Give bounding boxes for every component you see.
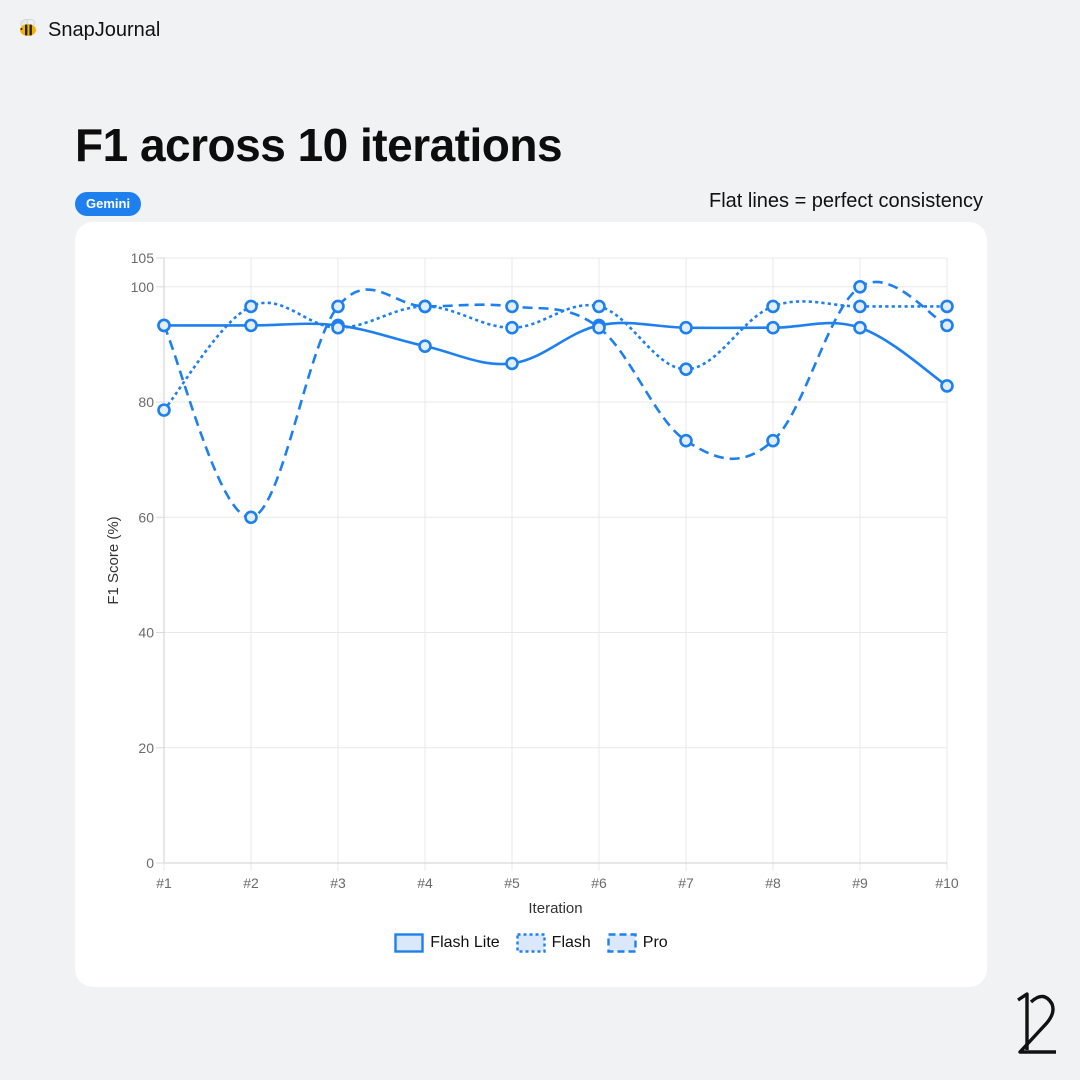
legend-label: Flash Lite — [430, 934, 500, 951]
data-point-flash — [505, 320, 519, 335]
y-tick-label: 80 — [138, 394, 154, 410]
x-tick-label: #6 — [591, 875, 607, 891]
x-axis-title: Iteration — [528, 900, 582, 917]
data-point-flash-lite — [418, 339, 432, 353]
data-point-flash — [592, 299, 606, 314]
legend-item-flash[interactable]: Flash — [515, 933, 591, 953]
data-point-pro — [766, 433, 780, 448]
y-tick-label: 60 — [138, 509, 154, 525]
x-tick-label: #2 — [243, 875, 259, 891]
x-tick-label: #9 — [852, 875, 868, 891]
series-line-pro — [162, 280, 948, 519]
y-tick-label: 0 — [146, 855, 154, 871]
data-point-pro — [331, 299, 345, 314]
legend-swatch — [394, 933, 424, 953]
x-tick-label: #8 — [765, 875, 781, 891]
series-line-flash-lite — [163, 321, 948, 387]
y-tick-label: 40 — [138, 625, 154, 641]
y-axis-title: F1 Score (%) — [105, 516, 122, 604]
data-point-flash-lite — [766, 320, 780, 335]
data-point-pro — [244, 510, 258, 525]
legend-label: Pro — [642, 934, 668, 951]
y-tick-label: 20 — [138, 740, 154, 756]
data-point-flash — [157, 403, 171, 417]
model-badge: Gemini — [75, 192, 142, 216]
data-point-pro — [418, 299, 432, 314]
chart-card: 0 20 40 60 80 100 105 #1 #2 #3 #4 #5 #6 #7 #8 #9 #10 Iter… — [75, 222, 987, 987]
data-point-flash — [679, 362, 693, 377]
brand-name: SnapJournal — [48, 19, 161, 41]
data-point-flash — [940, 299, 954, 314]
x-tick-label: #7 — [678, 875, 694, 891]
legend-item-flash-lite[interactable]: Flash Lite — [394, 933, 500, 953]
line-chart: 0 20 40 60 80 100 105 #1 #2 #3 #4 #5 #6 #7 #8 #9 #10 Iter… — [105, 250, 959, 917]
y-tick-label: 105 — [131, 250, 155, 266]
brand: SnapJournal — [16, 16, 160, 45]
x-tick-label: #1 — [156, 875, 172, 891]
data-point-pro — [853, 280, 867, 294]
chart-caption: Flat lines = perfect consistency — [708, 190, 983, 212]
data-point-flash-lite — [244, 318, 258, 333]
data-point-flash — [766, 299, 780, 314]
x-tick-label: #3 — [330, 875, 346, 891]
series-line-flash — [163, 300, 947, 411]
data-point-flash — [331, 320, 345, 335]
page-title: F1 across 10 iterations — [75, 119, 563, 171]
data-point-pro — [157, 318, 171, 333]
legend-label: Flash — [551, 934, 591, 951]
data-point-pro — [679, 433, 693, 448]
chart-legend: Flash Lite Flash Pro — [75, 933, 987, 953]
x-tick-label: #10 — [935, 875, 959, 891]
legend-swatch — [515, 933, 546, 953]
data-point-flash — [244, 299, 258, 314]
data-point-flash — [853, 299, 867, 314]
data-point-pro — [592, 320, 606, 335]
data-point-pro — [940, 318, 954, 333]
data-point-flash-lite — [940, 379, 954, 393]
data-point-flash-lite — [505, 356, 519, 371]
x-tick-label: #5 — [504, 875, 520, 891]
y-tick-label: 100 — [131, 279, 155, 295]
data-point-pro — [505, 299, 519, 314]
data-point-flash-lite — [679, 320, 693, 335]
data-point-flash-lite — [853, 320, 867, 335]
legend-item-pro[interactable]: Pro — [607, 933, 668, 953]
legend-swatch — [607, 933, 637, 953]
monogram-logo-icon — [1014, 990, 1058, 1061]
x-tick-label: #4 — [417, 875, 433, 891]
bee-icon — [16, 16, 40, 45]
